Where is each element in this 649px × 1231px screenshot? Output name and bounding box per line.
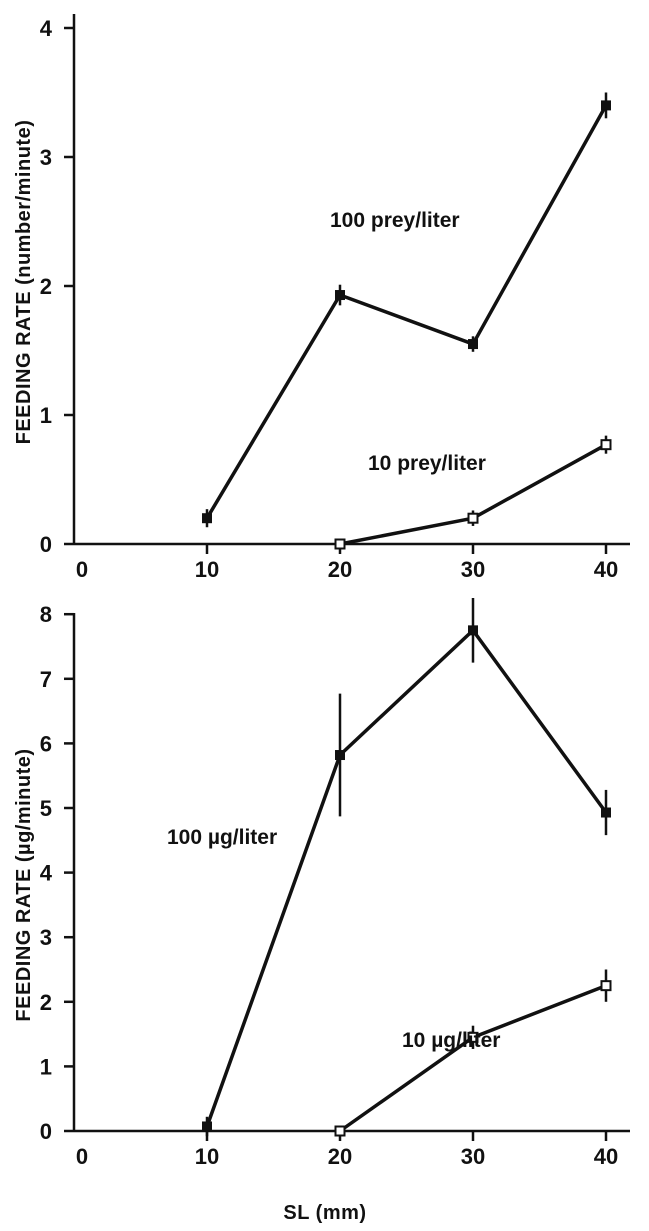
x-tick-label: 10 bbox=[195, 557, 219, 582]
y-tick-label: 8 bbox=[40, 602, 52, 627]
series-top bbox=[202, 92, 612, 550]
chart-bottom: FEEDING RATE (µg/minute) 0 1 2 3 4 5 6 7 8 0 10 20 3… bbox=[13, 598, 630, 1224]
y-axis-title-top: FEEDING RATE (number/minute) bbox=[13, 120, 35, 445]
axes-top bbox=[72, 14, 630, 546]
y-tick-label: 6 bbox=[40, 731, 52, 756]
y-tick-label: 4 bbox=[40, 861, 53, 886]
x-tick-label: 40 bbox=[594, 1144, 618, 1169]
x-tick-label: 20 bbox=[328, 557, 352, 582]
data-point bbox=[335, 750, 345, 761]
x-tick-label: 0 bbox=[76, 557, 88, 582]
data-point bbox=[601, 807, 611, 818]
y-tick-label: 1 bbox=[40, 1054, 52, 1079]
y-tick-label: 5 bbox=[40, 796, 52, 821]
x-tick-label: 10 bbox=[195, 1144, 219, 1169]
x-tick-label: 30 bbox=[461, 557, 485, 582]
y-tick-label: 0 bbox=[40, 532, 52, 557]
x-tick-label: 40 bbox=[594, 557, 618, 582]
y-tick-label: 3 bbox=[40, 145, 52, 170]
data-point bbox=[600, 980, 612, 992]
series-label-100-ug: 100 µg/liter bbox=[167, 826, 277, 849]
y-tick-label: 7 bbox=[40, 667, 52, 692]
y-tick-label: 3 bbox=[40, 925, 52, 950]
x-tick-label: 20 bbox=[328, 1144, 352, 1169]
data-point bbox=[334, 1125, 346, 1137]
data-point bbox=[468, 625, 478, 636]
series-label-100-prey: 100 prey/liter bbox=[330, 209, 460, 232]
series-bottom bbox=[202, 598, 612, 1137]
data-point bbox=[202, 513, 212, 524]
series-line-1 bbox=[338, 984, 607, 1133]
x-tick-label: 30 bbox=[461, 1144, 485, 1169]
y-tick-label: 1 bbox=[40, 403, 52, 428]
data-point bbox=[601, 100, 611, 111]
series-label-10-ug: 10 µg/liter bbox=[402, 1029, 500, 1052]
y-tick-label: 2 bbox=[40, 990, 52, 1015]
series-label-10-prey: 10 prey/liter bbox=[368, 452, 486, 475]
ticks-bottom: 0 1 2 3 4 5 6 7 8 0 10 20 30 40 bbox=[40, 602, 618, 1169]
series-line-0 bbox=[205, 628, 608, 1128]
axes-bottom bbox=[72, 613, 630, 1133]
data-point bbox=[600, 439, 612, 451]
data-point bbox=[202, 1121, 212, 1132]
data-point bbox=[335, 290, 345, 301]
y-tick-label: 4 bbox=[40, 16, 53, 41]
x-axis-title-bottom: SL (mm) bbox=[283, 1202, 366, 1224]
y-tick-label: 0 bbox=[40, 1119, 52, 1144]
x-tick-label: 0 bbox=[76, 1144, 88, 1169]
data-point bbox=[468, 339, 478, 350]
data-point bbox=[334, 538, 346, 550]
series-line-0 bbox=[205, 104, 608, 520]
y-tick-label: 2 bbox=[40, 274, 52, 299]
y-axis-title-bottom: FEEDING RATE (µg/minute) bbox=[13, 748, 35, 1021]
data-point bbox=[467, 1031, 479, 1043]
data-point bbox=[467, 512, 479, 524]
